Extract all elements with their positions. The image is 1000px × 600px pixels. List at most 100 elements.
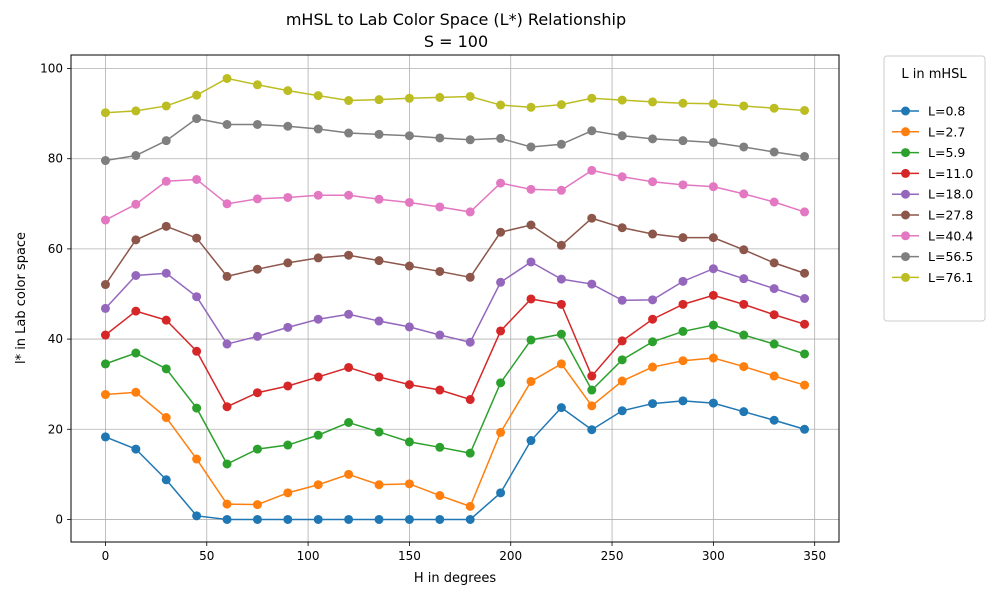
- data-point: [283, 322, 293, 332]
- data-point: [739, 142, 749, 152]
- data-point: [648, 229, 658, 239]
- data-point: [556, 185, 566, 195]
- data-point: [496, 427, 506, 437]
- data-point: [131, 348, 141, 358]
- legend-marker: [901, 252, 910, 262]
- data-point: [587, 126, 597, 136]
- legend-label: L=18.0: [928, 187, 973, 202]
- legend-item: L=5.9: [892, 145, 965, 160]
- series-line: [105, 117, 805, 162]
- data-point: [526, 436, 536, 446]
- data-point: [131, 306, 141, 316]
- legend-item: L=11.0: [892, 166, 973, 181]
- data-point: [435, 491, 445, 501]
- series-l-2-7: [100, 353, 810, 511]
- data-point: [678, 326, 688, 336]
- data-point: [100, 156, 110, 166]
- data-point: [283, 381, 293, 391]
- data-point: [769, 103, 779, 113]
- series-line: [105, 324, 805, 465]
- data-point: [678, 136, 688, 146]
- data-point: [739, 245, 749, 255]
- series-line: [104, 217, 805, 285]
- data-point: [496, 178, 506, 188]
- data-point: [648, 337, 658, 347]
- data-point: [192, 292, 202, 302]
- data-point: [708, 320, 718, 330]
- data-point: [708, 264, 718, 274]
- data-point: [283, 86, 293, 96]
- data-point: [739, 362, 749, 372]
- axis-ticks: 0 50 100 150 200 250 300 350 0 20 40 60 80 100: [40, 62, 826, 563]
- data-point: [648, 399, 658, 409]
- data-point: [800, 424, 810, 434]
- data-point: [617, 376, 627, 386]
- data-point: [252, 388, 262, 398]
- data-point: [556, 299, 566, 309]
- data-point: [313, 124, 323, 134]
- legend-label: L=56.5: [928, 249, 973, 264]
- data-point: [100, 280, 110, 290]
- data-point: [739, 189, 749, 199]
- data-point: [313, 372, 323, 382]
- data-point: [404, 514, 414, 524]
- x-tick-label: 200: [499, 549, 522, 563]
- data-point: [678, 299, 688, 309]
- data-point: [800, 294, 810, 303]
- data-point: [587, 279, 597, 289]
- data-point: [769, 415, 779, 425]
- data-point: [344, 309, 354, 319]
- legend-label: L=0.8: [928, 104, 965, 119]
- data-point: [556, 240, 566, 250]
- data-point: [556, 139, 566, 149]
- x-tick-label: 350: [803, 549, 826, 563]
- data-point: [435, 133, 445, 143]
- data-point: [344, 514, 354, 524]
- legend-marker: [901, 210, 910, 220]
- data-point: [222, 199, 232, 209]
- data-point: [192, 454, 202, 464]
- data-point: [374, 514, 384, 524]
- data-point: [769, 339, 779, 349]
- legend-marker: [901, 189, 910, 199]
- x-tick-label: 300: [702, 549, 725, 563]
- data-point: [252, 264, 262, 274]
- series-l-27-8: [100, 213, 810, 290]
- data-point: [556, 329, 566, 339]
- y-axis-label: l* in Lab color space: [14, 232, 29, 364]
- data-point: [465, 501, 475, 511]
- data-point: [708, 182, 718, 192]
- data-point: [587, 213, 597, 223]
- data-point: [617, 406, 627, 416]
- data-point: [313, 253, 323, 263]
- data-point: [404, 93, 414, 103]
- data-point: [617, 131, 627, 141]
- data-point: [617, 355, 627, 365]
- series-l-40-4: [100, 165, 810, 225]
- data-point: [526, 257, 536, 267]
- data-point: [556, 403, 566, 413]
- data-point: [344, 96, 354, 106]
- data-point: [222, 339, 232, 349]
- data-point: [374, 427, 384, 437]
- data-point: [131, 387, 141, 397]
- data-point: [617, 336, 627, 346]
- data-point: [161, 101, 171, 111]
- data-point: [131, 106, 141, 116]
- legend-label: L=11.0: [928, 166, 973, 181]
- series-line: [104, 294, 805, 408]
- data-point: [496, 227, 506, 237]
- data-point: [587, 165, 597, 175]
- data-point: [526, 142, 536, 152]
- y-tick-label: 0: [55, 512, 63, 526]
- data-point: [739, 330, 749, 340]
- series-l-0-8: [100, 396, 810, 524]
- data-point: [556, 274, 566, 284]
- data-point: [192, 511, 202, 521]
- y-tick-label: 40: [48, 332, 63, 346]
- data-point: [222, 271, 232, 281]
- chart-subtitle: S = 100: [424, 32, 488, 51]
- data-point: [222, 499, 232, 509]
- data-point: [100, 303, 110, 313]
- data-point: [587, 425, 597, 435]
